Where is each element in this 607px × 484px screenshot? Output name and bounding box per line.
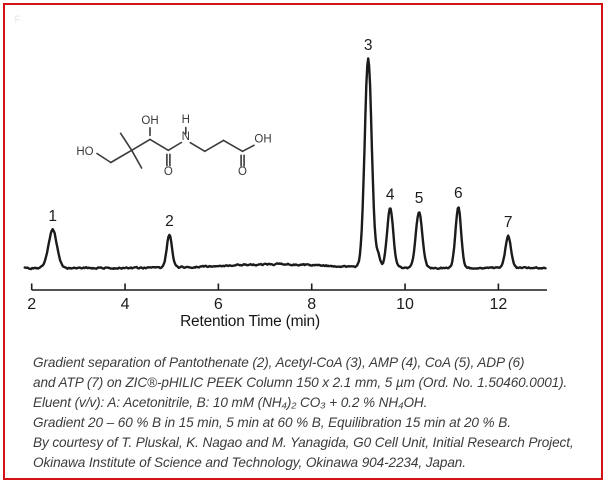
structure-atom-label: H bbox=[182, 114, 190, 126]
peak-label-6: 6 bbox=[454, 185, 463, 202]
caption-line: Gradient 20 – 60 % B in 15 min, 5 min at… bbox=[33, 414, 511, 430]
chromatogram-trace bbox=[23, 57, 547, 271]
structure-bond bbox=[149, 138, 170, 152]
structure-bond bbox=[130, 149, 143, 169]
x-tick-label: 8 bbox=[307, 296, 316, 313]
peak-label-1: 1 bbox=[48, 208, 57, 225]
structure-atom-label: OH bbox=[141, 115, 158, 127]
x-tick-label: 4 bbox=[121, 296, 130, 313]
peak-label-7: 7 bbox=[504, 214, 513, 231]
structure-atom-label: HO bbox=[76, 146, 93, 158]
peak-label-4: 4 bbox=[386, 186, 395, 203]
caption-line: Gradient separation of Pantothenate (2),… bbox=[33, 355, 525, 370]
structure-atom-label: O bbox=[238, 166, 247, 178]
structure-bond bbox=[167, 141, 183, 152]
x-tick-label: 2 bbox=[27, 296, 36, 313]
caption-line: By courtesy of T. Pluskal, K. Nagao and … bbox=[33, 434, 574, 450]
x-tick-label: 6 bbox=[214, 296, 223, 313]
peak-label-5: 5 bbox=[415, 190, 424, 207]
x-tick-label: 12 bbox=[490, 296, 508, 313]
structure-bond bbox=[130, 138, 151, 152]
structure-bond bbox=[241, 144, 255, 153]
watermark-f: F bbox=[14, 14, 21, 26]
structure-bond bbox=[96, 152, 112, 164]
caption-line: Eluent (v/v): A: Acetonitrile, B: 10 mM … bbox=[33, 394, 428, 410]
structure-bond bbox=[110, 149, 133, 164]
structure-bond bbox=[119, 132, 133, 152]
structure-atom-label: O bbox=[164, 166, 173, 178]
structure-atom-label: N bbox=[182, 131, 190, 143]
structure-bond bbox=[204, 139, 225, 153]
caption-line: Okinawa Institute of Science and Technol… bbox=[33, 454, 466, 470]
x-axis-title: Retention Time (min) bbox=[180, 313, 320, 330]
figure-caption: Gradient separation of Pantothenate (2),… bbox=[33, 353, 593, 472]
peak-label-2: 2 bbox=[165, 213, 174, 230]
structure-atom-label: OH bbox=[254, 134, 271, 146]
structure-bond bbox=[189, 141, 206, 153]
x-tick-label: 10 bbox=[396, 296, 414, 313]
caption-line: and ATP (7) on ZIC®-pHILIC PEEK Column 1… bbox=[33, 374, 568, 390]
peak-label-3: 3 bbox=[364, 37, 373, 54]
structure-bond bbox=[222, 139, 244, 153]
